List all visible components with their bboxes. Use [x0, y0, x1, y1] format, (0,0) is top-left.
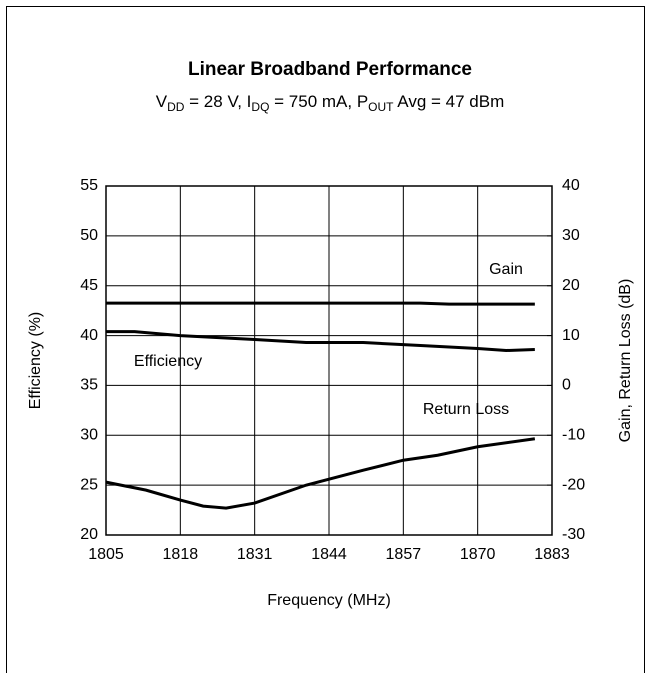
y2-tick-label: -20	[562, 476, 585, 493]
chart-subtitle: VDD = 28 V, IDQ = 750 mA, POUT Avg = 47 …	[156, 92, 504, 114]
chart-title: Linear Broadband Performance	[188, 59, 472, 80]
series-label: Return Loss	[423, 401, 509, 418]
subtitle-text: V	[156, 92, 168, 111]
y-tick-label: 35	[80, 377, 98, 394]
x-tick-label: 1883	[534, 546, 570, 563]
x-tick-label: 1818	[163, 546, 199, 563]
series-line	[105, 437, 536, 510]
y-tick-label: 20	[80, 526, 98, 543]
y-axis-label: Efficiency (%)	[27, 312, 44, 410]
frame	[6, 6, 645, 673]
subscript: OUT	[368, 100, 394, 114]
y2-axis-label: Gain, Return Loss (dB)	[617, 279, 634, 443]
y2-tick-label: 10	[562, 327, 580, 344]
y-tick-label: 40	[80, 327, 98, 344]
x-tick-label: 1844	[311, 546, 347, 563]
series-line	[106, 330, 535, 353]
y-tick-label: 30	[80, 427, 98, 444]
series-label: Efficiency	[134, 353, 202, 370]
x-tick-label: 1857	[386, 546, 422, 563]
y-tick-label: 45	[80, 277, 98, 294]
x-tick-label: 1831	[237, 546, 273, 563]
x-axis-label: Frequency (MHz)	[267, 592, 391, 609]
subscript: DQ	[251, 100, 269, 114]
y-tick-label: 50	[80, 227, 98, 244]
subtitle-text: Avg = 47 dBm	[394, 92, 505, 111]
series-label: Gain	[489, 261, 523, 278]
subscript: DD	[167, 100, 185, 114]
series-line	[106, 301, 535, 306]
y2-tick-label: 40	[562, 177, 580, 194]
y2-tick-label: -10	[562, 427, 585, 444]
x-tick-label: 1805	[88, 546, 124, 563]
y2-tick-label: 20	[562, 277, 580, 294]
x-tick-label: 1870	[460, 546, 496, 563]
y2-tick-label: 30	[562, 227, 580, 244]
y2-tick-label: -30	[562, 526, 585, 543]
subtitle-text: = 750 mA, P	[269, 92, 368, 111]
y2-tick-label: 0	[562, 377, 571, 394]
subtitle-text: = 28 V, I	[184, 92, 251, 111]
y-tick-label: 55	[80, 177, 98, 194]
plot-frame	[105, 185, 553, 536]
y-tick-label: 25	[80, 476, 98, 493]
